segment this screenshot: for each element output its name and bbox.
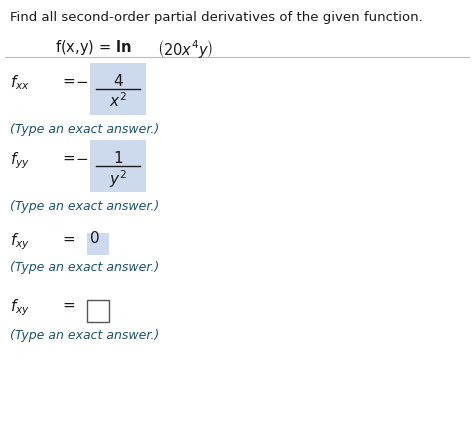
Bar bbox=[87, 233, 109, 255]
Text: $=$: $=$ bbox=[60, 73, 76, 88]
Bar bbox=[90, 141, 146, 193]
Text: f(x,y) = $\bf{ln}$: f(x,y) = $\bf{ln}$ bbox=[55, 38, 131, 57]
Text: $-$: $-$ bbox=[75, 73, 88, 88]
Text: 4: 4 bbox=[113, 74, 123, 89]
Bar bbox=[87, 300, 109, 322]
Text: $f_{xx}$: $f_{xx}$ bbox=[10, 73, 30, 92]
Text: Find all second-order partial derivatives of the given function.: Find all second-order partial derivative… bbox=[10, 11, 423, 24]
Text: (Type an exact answer.): (Type an exact answer.) bbox=[10, 123, 159, 136]
Text: $-$: $-$ bbox=[75, 150, 88, 165]
Text: (Type an exact answer.): (Type an exact answer.) bbox=[10, 200, 159, 212]
Text: (Type an exact answer.): (Type an exact answer.) bbox=[10, 328, 159, 341]
Text: 1: 1 bbox=[113, 150, 123, 166]
Text: $f_{xy}$: $f_{xy}$ bbox=[10, 296, 30, 317]
Text: $=$: $=$ bbox=[60, 296, 76, 311]
Text: $=$: $=$ bbox=[60, 150, 76, 165]
Text: $y^{2}$: $y^{2}$ bbox=[109, 168, 127, 189]
Text: $=$: $=$ bbox=[60, 230, 76, 246]
Text: $\left(20x^{4}y\right)$: $\left(20x^{4}y\right)$ bbox=[157, 38, 213, 60]
Bar bbox=[90, 64, 146, 116]
Text: $f_{yy}$: $f_{yy}$ bbox=[10, 150, 30, 170]
Text: (Type an exact answer.): (Type an exact answer.) bbox=[10, 261, 159, 273]
Text: 0: 0 bbox=[90, 230, 100, 246]
Text: $x^{2}$: $x^{2}$ bbox=[109, 91, 127, 110]
Text: $f_{xy}$: $f_{xy}$ bbox=[10, 230, 30, 251]
